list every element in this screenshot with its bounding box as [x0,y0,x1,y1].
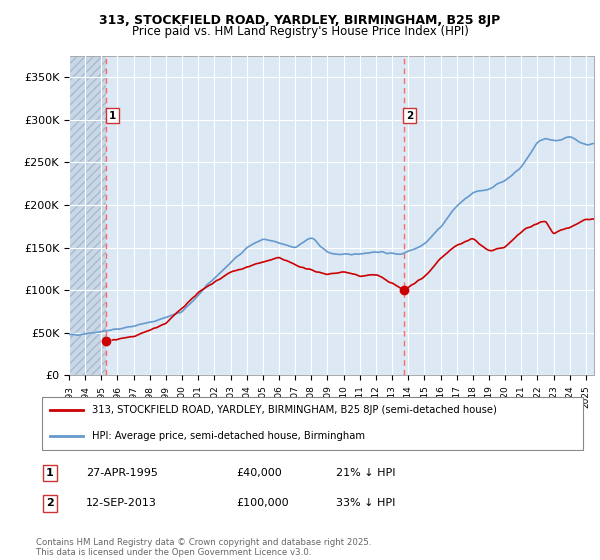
Text: £100,000: £100,000 [236,498,289,508]
Text: Contains HM Land Registry data © Crown copyright and database right 2025.
This d: Contains HM Land Registry data © Crown c… [36,538,371,557]
Text: £40,000: £40,000 [236,468,281,478]
Text: 33% ↓ HPI: 33% ↓ HPI [336,498,395,508]
Text: Price paid vs. HM Land Registry's House Price Index (HPI): Price paid vs. HM Land Registry's House … [131,25,469,38]
Text: 21% ↓ HPI: 21% ↓ HPI [336,468,395,478]
Text: 313, STOCKFIELD ROAD, YARDLEY, BIRMINGHAM, B25 8JP: 313, STOCKFIELD ROAD, YARDLEY, BIRMINGHA… [100,14,500,27]
Text: 2: 2 [46,498,54,508]
Text: 313, STOCKFIELD ROAD, YARDLEY, BIRMINGHAM, B25 8JP (semi-detached house): 313, STOCKFIELD ROAD, YARDLEY, BIRMINGHA… [92,405,496,415]
Text: 1: 1 [46,468,54,478]
Text: HPI: Average price, semi-detached house, Birmingham: HPI: Average price, semi-detached house,… [92,431,365,441]
Bar [69,56,106,375]
Text: 2: 2 [406,110,413,120]
Text: 12-SEP-2013: 12-SEP-2013 [86,498,157,508]
Text: 27-APR-1995: 27-APR-1995 [86,468,158,478]
Text: 1: 1 [109,110,116,120]
FancyBboxPatch shape [41,397,583,450]
